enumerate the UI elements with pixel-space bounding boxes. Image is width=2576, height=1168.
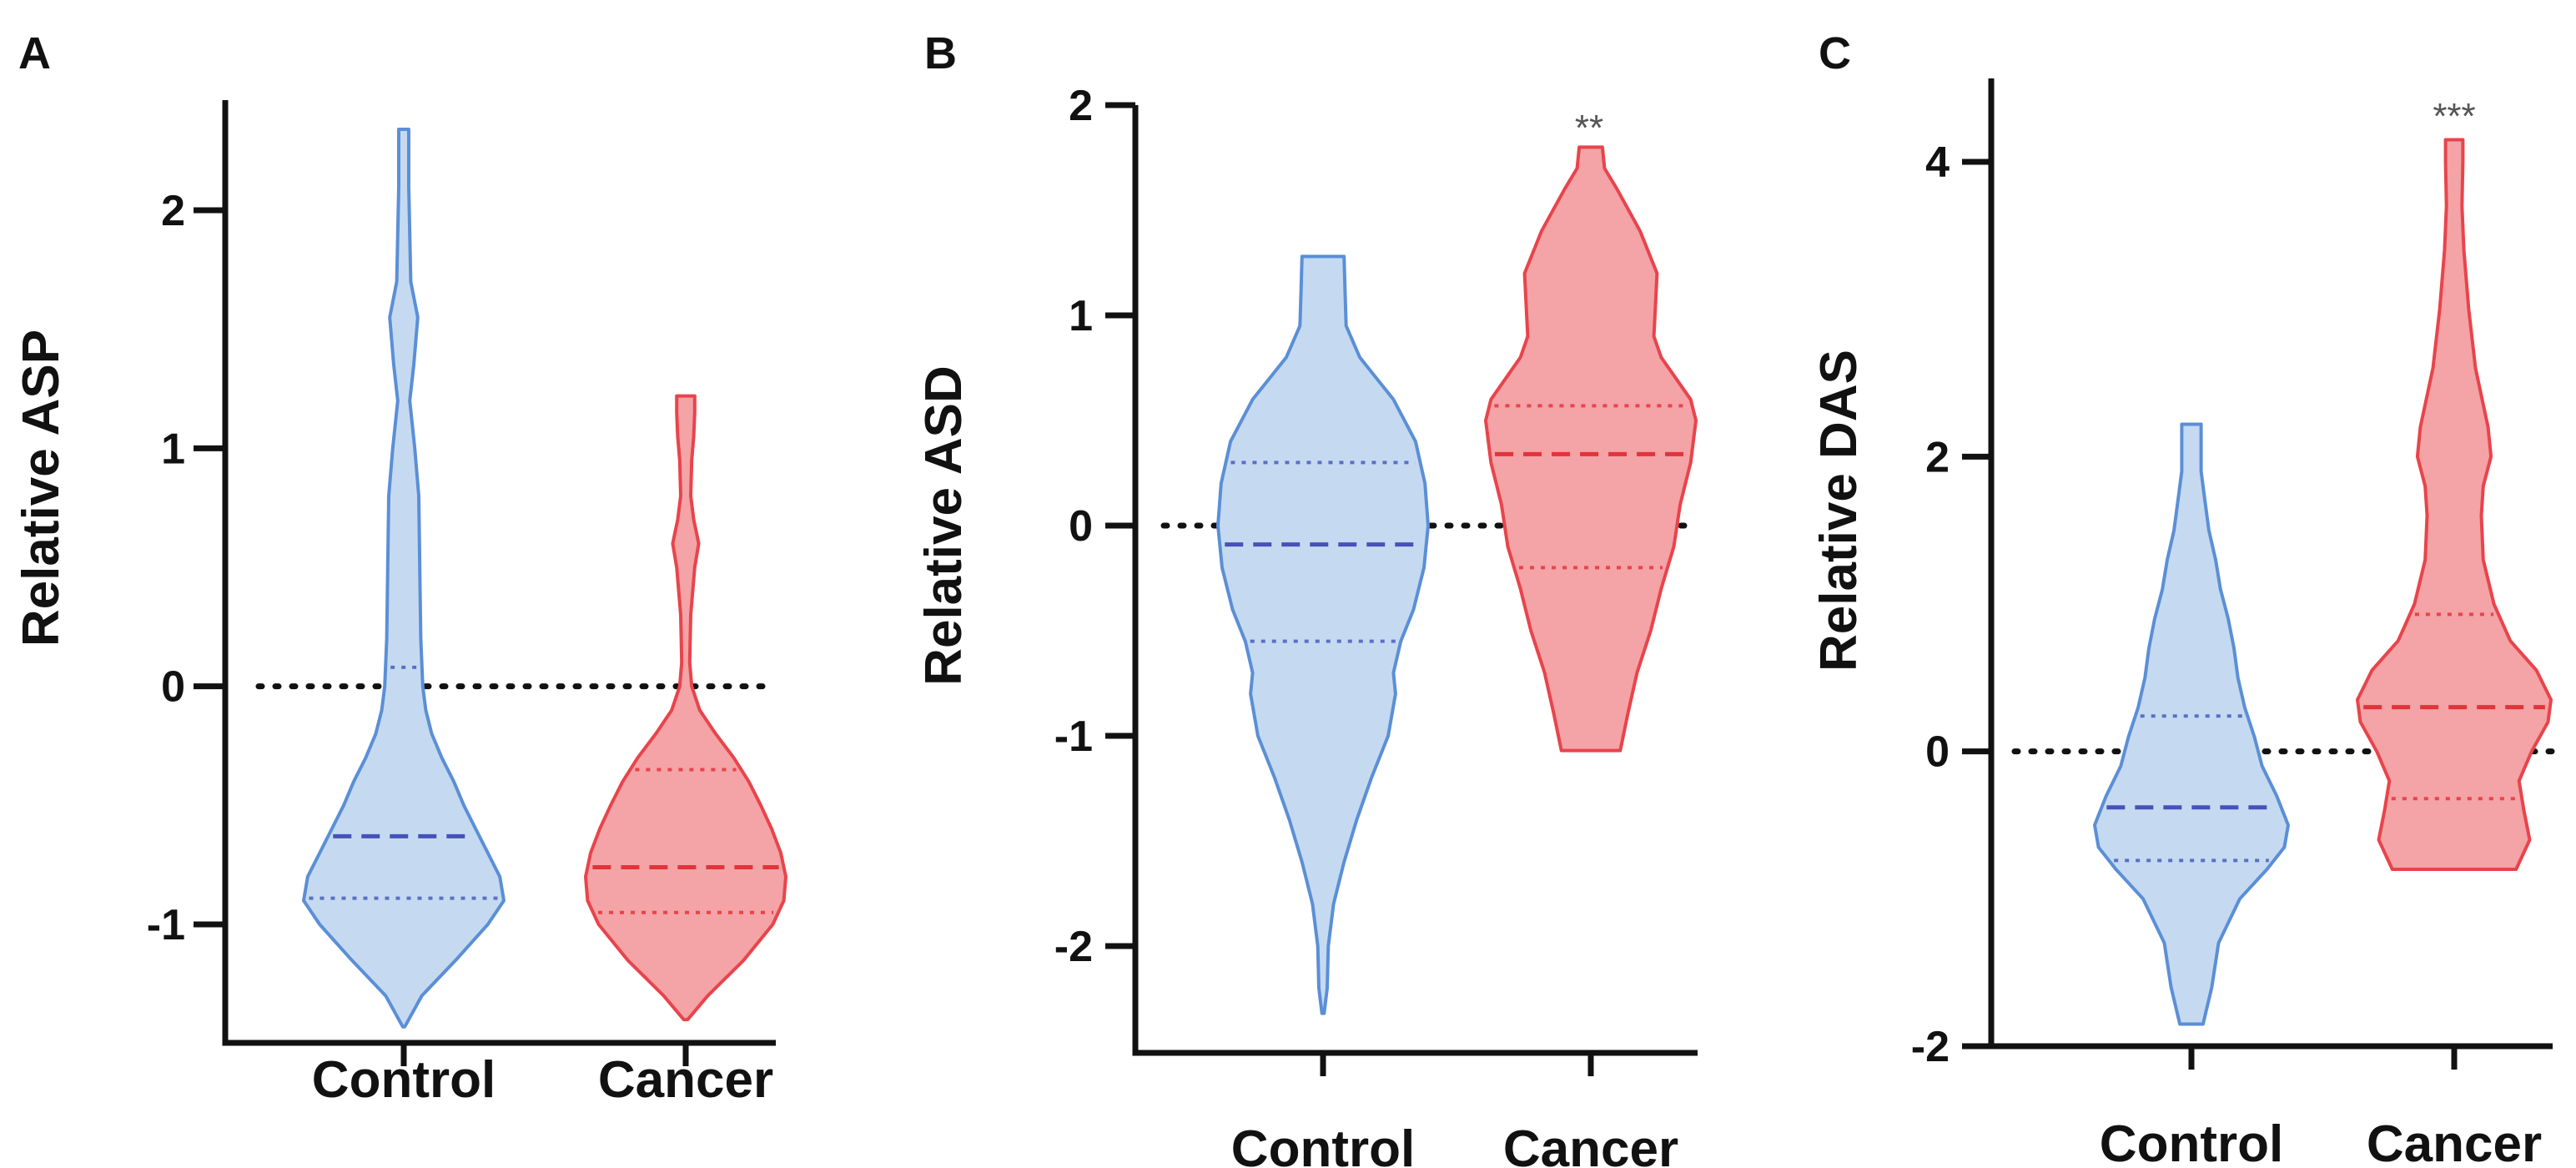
violin-cancer — [584, 394, 787, 1022]
panel-b-ylabel: Relative ASD — [915, 365, 973, 686]
panel-b-significance: ** — [1575, 108, 1603, 149]
y-tick-label: 4 — [1925, 138, 1950, 187]
y-tick-label: 2 — [161, 187, 185, 235]
panel-b-category-cancer: Cancer — [1503, 1120, 1678, 1168]
y-tick-label: 0 — [161, 663, 185, 712]
panel-c-category-cancer: Cancer — [2367, 1115, 2542, 1168]
violin-cancer — [1484, 145, 1698, 753]
panel-c-plot: -2 0 2 4 — [1911, 78, 2556, 1071]
panel-a-letter: A — [18, 28, 51, 78]
y-tick-label: 2 — [1069, 82, 1093, 130]
panel-b-letter: B — [924, 28, 957, 78]
panel-b-plot: -2 -1 0 1 2 — [1054, 82, 1701, 1076]
y-tick-label: 1 — [161, 425, 185, 473]
panel-b-category-control: Control — [1231, 1120, 1415, 1168]
y-tick-label: -2 — [1911, 1023, 1950, 1071]
violin-control — [1216, 254, 1430, 1015]
y-tick-label: -2 — [1054, 923, 1093, 971]
panel-a-ylabel: Relative ASP — [13, 330, 70, 647]
y-tick-label: 1 — [1069, 292, 1093, 340]
panel-c-letter: C — [1819, 28, 1851, 78]
y-tick-label: 2 — [1925, 433, 1950, 481]
panel-c: C Relative DAS Control Cancer *** — [1810, 28, 2542, 1168]
y-tick-label: -1 — [147, 901, 185, 949]
y-tick-label: 0 — [1069, 502, 1093, 551]
panel-c-significance: *** — [2433, 96, 2475, 137]
panel-a-plot: -1 0 1 2 — [147, 100, 787, 1066]
violin-control — [2093, 422, 2290, 1026]
panel-c-ylabel: Relative DAS — [1810, 350, 1868, 672]
y-tick-label: -1 — [1054, 712, 1093, 761]
violin-control — [302, 128, 506, 1029]
y-tick-label: 0 — [1925, 728, 1950, 777]
violin-cancer — [2356, 138, 2553, 871]
panel-c-category-control: Control — [2100, 1115, 2283, 1168]
panel-b: B Relative ASD Control Cancer ** — [915, 28, 1678, 1168]
